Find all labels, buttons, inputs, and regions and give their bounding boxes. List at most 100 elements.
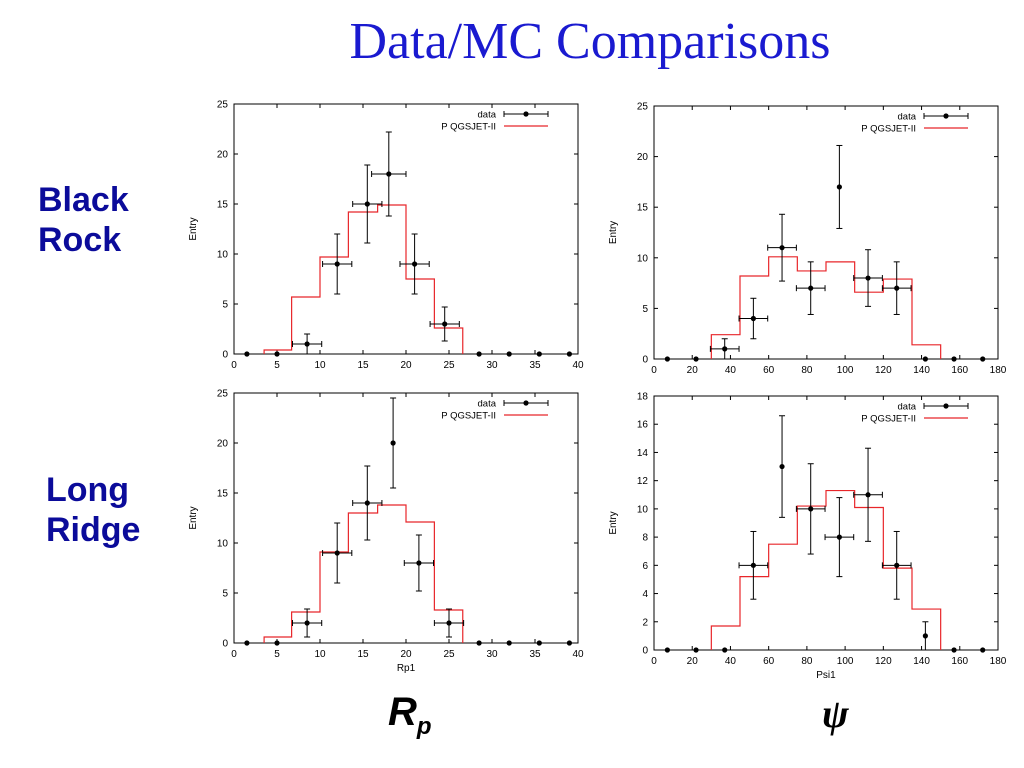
data-point: [808, 285, 814, 291]
data-point: [476, 351, 482, 357]
y-tick-label: 25: [217, 100, 229, 111]
plot-frame: [653, 105, 999, 360]
row-label-black-rock: Black Rock: [38, 180, 129, 260]
row-label-line: Rock: [38, 221, 122, 259]
data-point: [664, 647, 670, 653]
x-tick-label: 30: [486, 649, 498, 660]
x-tick-label: 140: [913, 365, 930, 376]
mc-histogram-series: [263, 504, 464, 643]
x-tick-label: 120: [875, 656, 892, 667]
mc-histogram-series: [710, 256, 942, 359]
y-tick-label: 2: [642, 617, 648, 628]
y-tick-label: 25: [637, 102, 649, 113]
x-tick-label: 20: [687, 656, 699, 667]
legend-label-data: data: [898, 112, 917, 123]
legend-label-mc: P QGSJET-II: [441, 122, 496, 133]
y-tick-label: 20: [217, 150, 229, 161]
x-tick-label: 80: [801, 365, 813, 376]
x-tick-label: 15: [357, 360, 369, 371]
data-point: [951, 356, 957, 362]
x-tick-label: 0: [651, 365, 657, 376]
x-tick-label: 35: [529, 649, 541, 660]
data-point: [390, 440, 396, 446]
y-tick-label: 20: [217, 439, 229, 450]
y-tick-label: 0: [222, 639, 228, 650]
legend-swatch-point: [943, 403, 949, 409]
x-tick-label: 60: [763, 656, 775, 667]
y-tick-label: 6: [642, 561, 648, 572]
x-axis-label: Psi1: [816, 670, 836, 681]
data-point: [442, 321, 448, 327]
legend-label-data: data: [478, 399, 497, 410]
row-label-long-ridge: Long Ridge: [46, 470, 140, 550]
legend-label-mc: P QGSJET-II: [861, 124, 916, 135]
data-point: [808, 506, 814, 512]
data-point: [836, 184, 842, 190]
x-tick-label: 40: [572, 360, 584, 371]
data-point: [951, 647, 957, 653]
y-axis-label: Entry: [608, 511, 619, 534]
data-point: [416, 560, 422, 566]
x-tick-label: 180: [990, 656, 1007, 667]
data-point: [304, 620, 310, 626]
x-axis-label: Rp1: [397, 663, 416, 674]
y-axis-label: Entry: [608, 221, 619, 244]
x-tick-label: 20: [400, 649, 412, 660]
y-tick-label: 5: [222, 589, 228, 600]
y-tick-label: 18: [637, 392, 649, 403]
data-point: [446, 620, 452, 626]
data-point: [244, 351, 250, 357]
data-point: [334, 550, 340, 556]
y-tick-label: 0: [642, 646, 648, 657]
data-point: [664, 356, 670, 362]
data-point: [536, 640, 542, 646]
data-point: [536, 351, 542, 357]
data-point: [722, 346, 728, 352]
data-point: [865, 275, 871, 281]
x-tick-label: 140: [913, 656, 930, 667]
column-label-rp: Rp: [388, 690, 432, 741]
y-tick-label: 25: [217, 389, 229, 400]
data-point: [779, 245, 785, 251]
x-tick-label: 160: [951, 656, 968, 667]
y-tick-label: 5: [222, 300, 228, 311]
data-point: [304, 341, 310, 347]
y-tick-label: 15: [217, 489, 229, 500]
data-point: [506, 351, 512, 357]
x-tick-label: 30: [486, 360, 498, 371]
x-tick-label: 25: [443, 649, 455, 660]
row-label-line: Black: [38, 181, 129, 219]
y-tick-label: 14: [637, 448, 649, 459]
x-tick-label: 120: [875, 365, 892, 376]
x-tick-label: 180: [990, 365, 1007, 376]
x-tick-label: 0: [231, 649, 237, 660]
data-point: [386, 171, 392, 177]
x-tick-label: 10: [314, 649, 326, 660]
column-label-rp-main: R: [388, 690, 417, 734]
data-point: [506, 640, 512, 646]
chart-long-ridge-psi: 0 20 40 60 80 100 120 140 160 180 0 2 4 6 8 10 12 14 16 18 E…: [608, 392, 1007, 682]
column-label-psi: ψ: [822, 691, 849, 736]
data-point: [566, 351, 572, 357]
legend-swatch-point: [943, 113, 949, 119]
data-point: [412, 261, 418, 267]
x-tick-label: 160: [951, 365, 968, 376]
mc-histogram-series: [710, 489, 942, 650]
x-tick-label: 25: [443, 360, 455, 371]
y-tick-label: 0: [642, 355, 648, 366]
y-tick-label: 10: [217, 539, 229, 550]
plot-frame: [653, 395, 999, 651]
y-tick-label: 8: [642, 533, 648, 544]
x-tick-label: 0: [651, 656, 657, 667]
mc-histogram-series: [263, 204, 464, 354]
y-tick-label: 10: [637, 253, 649, 264]
legend-swatch-point: [523, 400, 529, 406]
x-tick-label: 35: [529, 360, 541, 371]
data-point: [922, 633, 928, 639]
data-point: [693, 647, 699, 653]
data-point: [980, 647, 986, 653]
x-tick-label: 60: [763, 365, 775, 376]
x-tick-label: 40: [725, 365, 737, 376]
x-tick-label: 5: [274, 360, 280, 371]
